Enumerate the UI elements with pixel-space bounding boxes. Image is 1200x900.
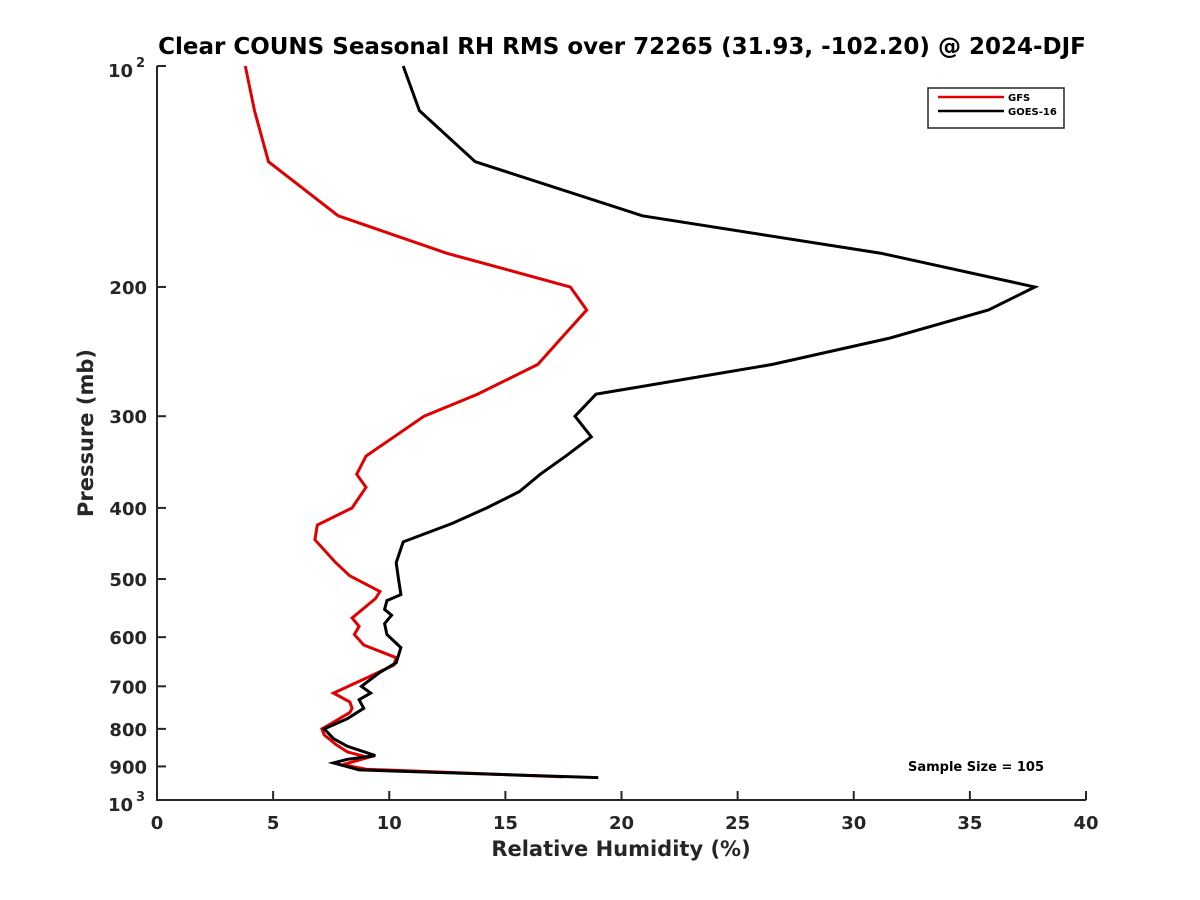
y-tick-label: 500 bbox=[109, 570, 147, 591]
y-tick-label: 10 bbox=[108, 61, 133, 82]
x-tick-label: 40 bbox=[1073, 813, 1098, 834]
y-tick-label: 300 bbox=[109, 407, 147, 428]
series-lines bbox=[243, 65, 1040, 780]
x-tick-label: 35 bbox=[957, 813, 982, 834]
series-line-gfs bbox=[243, 65, 589, 779]
x-tick-label: 15 bbox=[493, 813, 518, 834]
y-tick-exponent: 2 bbox=[136, 56, 145, 71]
y-axis-label: Pressure (mb) bbox=[74, 349, 98, 517]
legend-label: GOES-16 bbox=[1008, 107, 1057, 118]
x-tick-label: 5 bbox=[267, 813, 280, 834]
y-tick-label: 400 bbox=[109, 499, 147, 520]
x-tick-label: 25 bbox=[725, 813, 750, 834]
legend: GFS GOES-16 bbox=[927, 87, 1065, 129]
x-tick-label: 0 bbox=[151, 813, 164, 834]
y-tick-label: 10 bbox=[108, 795, 133, 816]
y-tick-label: 200 bbox=[109, 278, 147, 299]
x-axis-label: Relative Humidity (%) bbox=[491, 837, 750, 861]
sample-size-annotation: Sample Size = 105 bbox=[908, 760, 1044, 775]
legend-box bbox=[927, 87, 1065, 129]
y-tick-label: 600 bbox=[109, 628, 147, 649]
chart-title: Clear COUNS Seasonal RH RMS over 72265 (… bbox=[158, 34, 1086, 60]
x-tick-label: 30 bbox=[841, 813, 866, 834]
legend-label: GFS bbox=[1008, 93, 1030, 104]
y-tick-label: 900 bbox=[109, 757, 147, 778]
tick-marks: 0 5 10 15 20 25 30 35 40 200 300 400 500 600 700 800 900… bbox=[108, 56, 1099, 834]
series-line-goes-16 bbox=[321, 65, 1040, 780]
y-tick-label: 800 bbox=[109, 720, 147, 741]
axes bbox=[156, 66, 1086, 801]
y-tick-exponent: 3 bbox=[136, 790, 145, 805]
y-tick-label: 700 bbox=[109, 677, 147, 698]
x-tick-label: 10 bbox=[377, 813, 402, 834]
x-tick-label: 20 bbox=[609, 813, 634, 834]
